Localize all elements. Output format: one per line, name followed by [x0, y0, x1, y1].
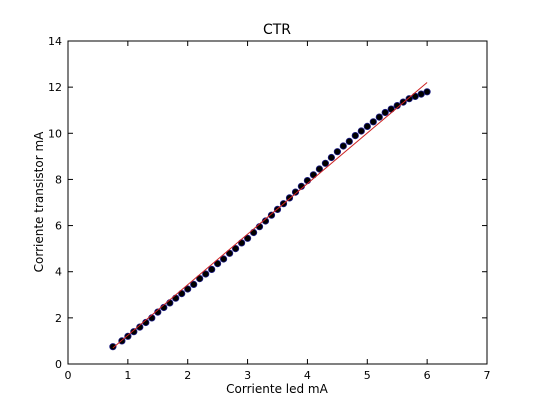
data-point — [124, 332, 132, 340]
x-tick-label: 4 — [304, 369, 311, 382]
y-tick-label: 0 — [55, 358, 62, 371]
data-point — [381, 108, 389, 117]
y-tick-label: 8 — [55, 173, 62, 186]
data-point — [130, 328, 138, 336]
data-point — [417, 90, 425, 98]
plot-frame — [67, 40, 488, 365]
y-tick-label: 6 — [55, 220, 62, 233]
data-point — [405, 95, 413, 103]
y-axis-label: Corriente transistor mA — [32, 131, 46, 273]
y-tick-label: 12 — [48, 81, 62, 94]
data-point — [423, 88, 431, 96]
data-point — [208, 265, 216, 273]
data-point — [339, 142, 347, 150]
data-point — [202, 270, 210, 278]
data-point — [109, 343, 117, 351]
x-tick-label: 1 — [124, 369, 131, 382]
data-point — [226, 249, 234, 257]
data-point — [303, 177, 311, 185]
data-point — [357, 127, 365, 135]
data-point — [136, 323, 144, 331]
x-tick-label: 0 — [65, 369, 72, 382]
data-point — [267, 211, 276, 219]
data-point — [369, 118, 377, 126]
y-tick-label: 4 — [55, 266, 62, 279]
data-point — [232, 245, 240, 253]
x-tick-label: 6 — [424, 369, 431, 382]
series-layer — [109, 82, 431, 351]
data-point — [220, 255, 228, 263]
chart-title: CTR — [263, 22, 291, 38]
x-axis-label: Corriente led mA — [226, 382, 328, 396]
y-tick-label: 10 — [48, 127, 62, 140]
data-point — [196, 274, 204, 283]
data-point — [375, 113, 383, 121]
data-point — [291, 188, 300, 196]
data-point — [315, 165, 323, 173]
data-point — [327, 153, 335, 162]
y-tick-label: 2 — [55, 312, 62, 325]
data-point — [244, 234, 252, 242]
data-point — [333, 148, 341, 156]
data-point — [321, 159, 329, 167]
fit-line — [112, 82, 428, 349]
data-point — [261, 217, 270, 225]
data-point — [345, 137, 353, 145]
y-tick-label: 14 — [48, 35, 62, 48]
x-tick-label: 2 — [184, 369, 191, 382]
x-tick-label: 5 — [364, 369, 371, 382]
data-point — [172, 294, 180, 302]
data-point — [363, 122, 371, 131]
x-tick-label: 3 — [244, 369, 251, 382]
data-point — [190, 280, 198, 288]
data-point — [184, 285, 192, 293]
data-point — [351, 132, 359, 140]
data-point — [214, 259, 222, 268]
data-point — [166, 299, 174, 307]
x-tick-label: 7 — [484, 369, 491, 382]
data-point — [250, 228, 258, 237]
